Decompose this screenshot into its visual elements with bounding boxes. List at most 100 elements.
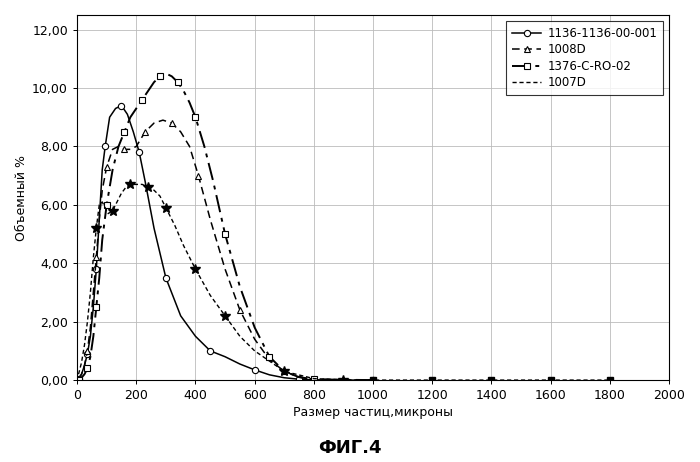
- 1008D: [132, 144, 141, 149]
- 1008D: [206, 217, 214, 222]
- 1136-1136-00-001: [123, 111, 132, 117]
- 1136-1136-00-001: [236, 361, 244, 367]
- 1007D: [104, 211, 112, 216]
- 1136-1136-00-001: [340, 377, 348, 383]
- 1136-1136-00-001: [309, 377, 318, 383]
- 1008D: [194, 173, 202, 178]
- 1376-C-RO-02: [150, 79, 158, 85]
- 1008D: [98, 188, 106, 193]
- 1376-C-RO-02: [309, 377, 318, 382]
- 1007D: [92, 225, 101, 231]
- 1376-C-RO-02: [98, 237, 106, 243]
- 1007D: [86, 290, 94, 295]
- 1136-1136-00-001: [106, 115, 114, 120]
- 1136-1136-00-001: [92, 266, 101, 272]
- Line: 1008D: 1008D: [76, 117, 346, 383]
- 1007D: [126, 182, 134, 187]
- 1008D: [114, 144, 122, 149]
- 1376-C-RO-02: [83, 365, 92, 371]
- 1007D: [98, 199, 106, 205]
- 1136-1136-00-001: [162, 275, 170, 280]
- Legend: 1136-1136-00-001, 1008D, 1376-C-RO-02, 1007D: 1136-1136-00-001, 1008D, 1376-C-RO-02, 1…: [506, 21, 663, 95]
- 1007D: [606, 377, 614, 383]
- 1007D: [83, 319, 92, 324]
- 1376-C-RO-02: [108, 167, 117, 173]
- 1376-C-RO-02: [167, 73, 176, 79]
- 1007D: [138, 182, 146, 187]
- 1007D: [95, 202, 104, 207]
- 1007D: [162, 205, 170, 211]
- 1136-1136-00-001: [129, 129, 137, 134]
- Y-axis label: Объемный %: Объемный %: [15, 155, 28, 241]
- 1376-C-RO-02: [179, 88, 188, 94]
- 1376-C-RO-02: [102, 202, 111, 207]
- 1008D: [236, 307, 244, 313]
- 1136-1136-00-001: [295, 377, 303, 382]
- 1376-C-RO-02: [95, 275, 104, 280]
- 1136-1136-00-001: [111, 106, 120, 111]
- Line: 1007D: 1007D: [78, 184, 610, 380]
- 1376-C-RO-02: [114, 144, 122, 149]
- 1007D: [122, 184, 130, 190]
- 1008D: [83, 348, 92, 353]
- 1136-1136-00-001: [141, 179, 149, 184]
- 1008D: [102, 164, 111, 170]
- 1008D: [167, 120, 176, 126]
- 1136-1136-00-001: [251, 367, 259, 373]
- 1007D: [547, 377, 555, 383]
- 1376-C-RO-02: [77, 375, 85, 381]
- 1007D: [206, 292, 214, 298]
- 1376-C-RO-02: [200, 144, 209, 149]
- 1008D: [86, 325, 94, 330]
- 1007D: [89, 255, 97, 260]
- 1007D: [155, 193, 164, 199]
- 1008D: [92, 255, 101, 260]
- 1008D: [280, 369, 288, 374]
- 1136-1136-00-001: [101, 144, 109, 149]
- 1008D: [251, 336, 259, 342]
- 1007D: [144, 184, 153, 190]
- 1136-1136-00-001: [206, 348, 214, 353]
- 1008D: [186, 144, 194, 149]
- 1008D: [120, 146, 129, 152]
- 1008D: [77, 371, 85, 377]
- 1007D: [113, 199, 121, 205]
- 1007D: [150, 188, 158, 193]
- 1376-C-RO-02: [295, 374, 303, 380]
- 1007D: [340, 377, 348, 383]
- 1008D: [265, 357, 274, 362]
- 1136-1136-00-001: [83, 351, 92, 357]
- 1008D: [108, 146, 117, 152]
- 1136-1136-00-001: [150, 225, 158, 231]
- 1007D: [101, 205, 109, 211]
- 1376-C-RO-02: [144, 88, 153, 94]
- 1376-C-RO-02: [126, 115, 134, 120]
- 1136-1136-00-001: [369, 377, 377, 383]
- 1376-C-RO-02: [236, 284, 244, 289]
- 1376-C-RO-02: [86, 354, 94, 359]
- Line: 1136-1136-00-001: 1136-1136-00-001: [76, 103, 376, 383]
- 1376-C-RO-02: [162, 71, 170, 76]
- 1007D: [77, 360, 85, 365]
- 1007D: [221, 313, 230, 319]
- 1007D: [309, 376, 318, 382]
- 1008D: [295, 374, 303, 380]
- 1376-C-RO-02: [340, 377, 348, 383]
- 1136-1136-00-001: [80, 363, 89, 368]
- 1376-C-RO-02: [251, 325, 259, 330]
- 1008D: [95, 217, 104, 222]
- 1376-C-RO-02: [155, 73, 164, 79]
- 1136-1136-00-001: [221, 354, 230, 359]
- 1136-1136-00-001: [95, 217, 104, 222]
- Line: 1376-C-RO-02: 1376-C-RO-02: [76, 70, 376, 383]
- 1007D: [428, 377, 437, 383]
- 1376-C-RO-02: [132, 106, 141, 111]
- 1008D: [126, 146, 134, 152]
- 1008D: [74, 376, 83, 382]
- 1376-C-RO-02: [92, 304, 101, 310]
- 1376-C-RO-02: [89, 334, 97, 339]
- 1376-C-RO-02: [265, 354, 274, 359]
- 1376-C-RO-02: [209, 179, 218, 184]
- 1008D: [340, 377, 348, 383]
- 1376-C-RO-02: [74, 377, 83, 382]
